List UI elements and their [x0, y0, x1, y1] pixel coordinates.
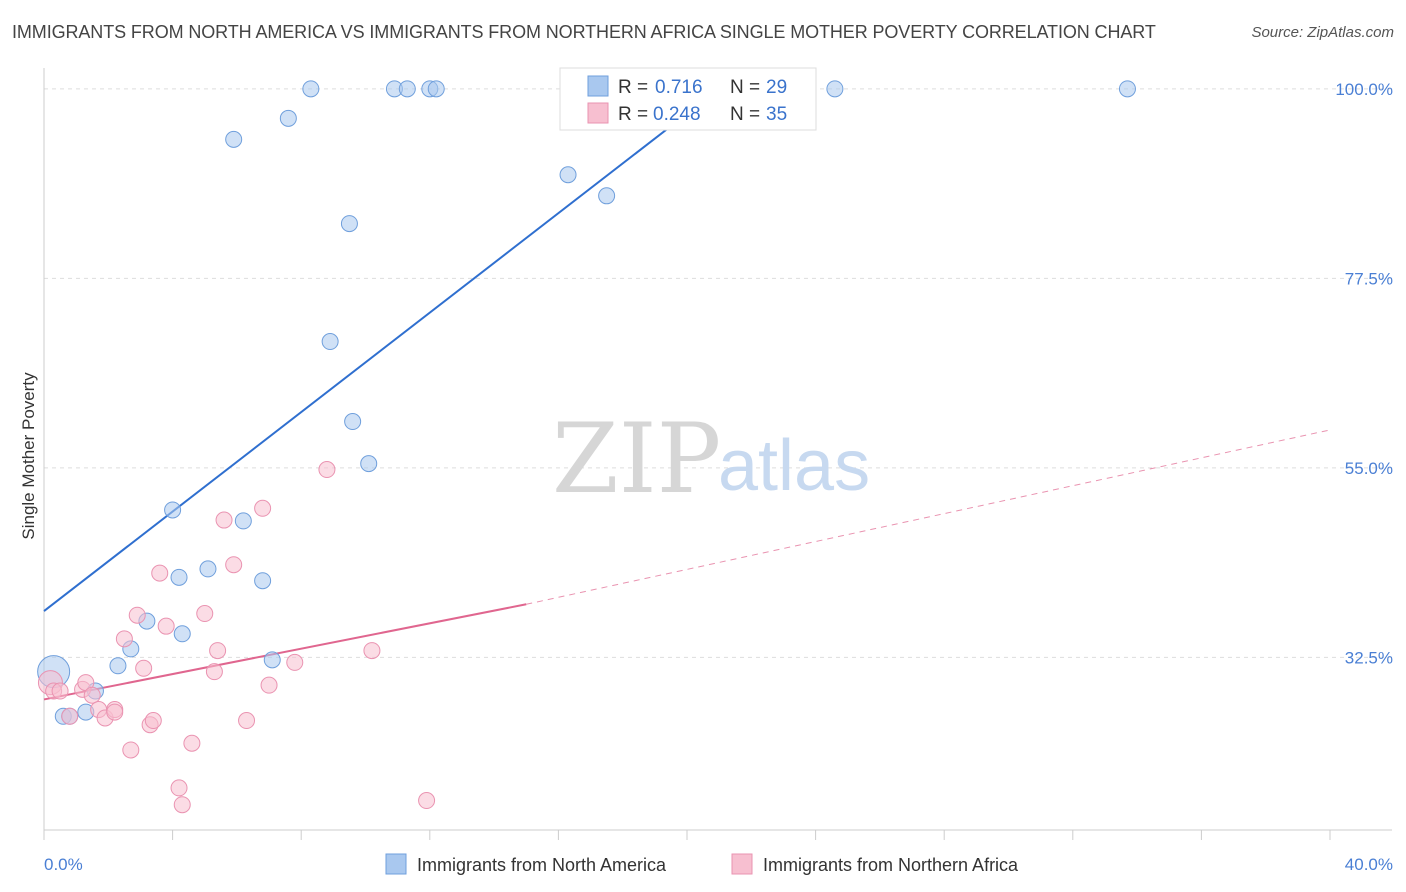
- point-north-america-29: [1118, 80, 1136, 98]
- point-northern-africa-17: [151, 564, 169, 582]
- point-northern-africa-14: [135, 659, 153, 677]
- point-northern-africa-13: [128, 606, 146, 624]
- trendline-northern-africa: [43, 603, 527, 701]
- legend-box: R = 0.716 N = 29 R = 0.248 N = 35: [559, 67, 817, 131]
- legend-n-value-2: 35: [766, 104, 787, 125]
- point-northern-africa-2: [51, 682, 69, 700]
- legend-n-label-1: N =: [730, 77, 760, 98]
- point-north-america-23: [398, 80, 416, 98]
- point-northern-africa-30: [286, 653, 304, 671]
- point-north-america-10: [173, 625, 191, 643]
- bottom-legend: Immigrants from North America Immigrants…: [385, 853, 1019, 875]
- point-northern-africa-3: [61, 707, 79, 725]
- point-northern-africa-20: [173, 796, 191, 814]
- point-northern-africa-32: [363, 642, 381, 660]
- point-north-america-21: [360, 455, 378, 473]
- bottom-legend-label-1: Immigrants from North America: [417, 855, 667, 875]
- legend-r-value-2: 0.248: [653, 104, 701, 125]
- watermark-zip: ZIP: [552, 403, 721, 515]
- legend-n-label-2: N =: [730, 104, 760, 125]
- point-north-america-13: [234, 512, 252, 530]
- point-northern-africa-23: [205, 663, 223, 681]
- point-northern-africa-28: [254, 499, 272, 517]
- point-northern-africa-21: [183, 734, 201, 752]
- legend-swatch-blue: [587, 75, 609, 97]
- point-north-america-15: [263, 651, 281, 669]
- point-northern-africa-22: [196, 605, 214, 623]
- point-north-america-9: [170, 568, 188, 586]
- point-northern-africa-18: [157, 617, 175, 635]
- point-northern-africa-10: [106, 703, 124, 721]
- point-northern-africa-12: [122, 741, 140, 759]
- point-north-america-11: [199, 560, 217, 578]
- y-tick-labels: 32.5% 55.0% 77.5% 100.0%: [1335, 80, 1393, 667]
- point-north-america-16: [279, 109, 297, 127]
- point-north-america-27: [598, 187, 616, 205]
- point-northern-africa-11: [115, 630, 133, 648]
- legend-r-label-1: R =: [618, 77, 648, 98]
- trendline-northern-africa-extension: [526, 429, 1331, 605]
- x-tick-label-0: 0.0%: [44, 855, 83, 874]
- point-north-america-17: [302, 80, 320, 98]
- legend-n-value-1: 29: [766, 77, 787, 98]
- point-northern-africa-24: [209, 642, 227, 660]
- y-tick-label-0: 32.5%: [1345, 648, 1393, 667]
- trendline-layer: [43, 88, 1331, 701]
- point-northern-africa-6: [83, 686, 101, 704]
- bottom-legend-label-2: Immigrants from Northern Africa: [763, 855, 1019, 875]
- point-north-america-5: [109, 657, 127, 675]
- point-north-america-25: [427, 80, 445, 98]
- grid-layer: [44, 88, 1392, 658]
- legend-swatch-pink: [587, 102, 609, 124]
- legend-r-label-2: R =: [618, 104, 648, 125]
- x-tick-label-1: 40.0%: [1345, 855, 1393, 874]
- point-northern-africa-33: [418, 792, 436, 810]
- point-north-america-26: [559, 166, 577, 184]
- legend-r-value-1: 0.716: [655, 77, 703, 98]
- point-north-america-12: [225, 130, 243, 148]
- point-north-america-14: [254, 572, 272, 590]
- x-tick-labels: 0.0% 40.0%: [44, 855, 1393, 874]
- point-northern-africa-25: [215, 511, 233, 529]
- axes-layer: [43, 68, 1392, 840]
- y-tick-label-3: 100.0%: [1335, 80, 1393, 99]
- bottom-legend-swatch-blue: [385, 853, 407, 875]
- point-northern-africa-29: [260, 676, 278, 694]
- point-north-america-8: [164, 501, 182, 519]
- point-northern-africa-19: [170, 779, 188, 797]
- point-northern-africa-16: [144, 712, 162, 730]
- watermark-atlas: atlas: [718, 426, 870, 506]
- point-north-america-20: [344, 413, 362, 431]
- source-credit: Source: ZipAtlas.com: [1251, 24, 1394, 41]
- point-north-america-18: [321, 333, 339, 351]
- y-axis-label: Single Mother Poverty: [19, 372, 38, 540]
- point-northern-africa-31: [318, 461, 336, 479]
- y-tick-label-1: 55.0%: [1345, 459, 1393, 478]
- point-northern-africa-27: [238, 712, 256, 730]
- y-tick-label-2: 77.5%: [1345, 269, 1393, 288]
- trendline-north-america: [43, 88, 720, 612]
- points-layer: [37, 80, 1136, 814]
- watermark: ZIP atlas: [552, 403, 870, 515]
- point-northern-africa-26: [225, 556, 243, 574]
- point-north-america-19: [340, 215, 358, 233]
- bottom-legend-swatch-pink: [731, 853, 753, 875]
- chart-title: IMMIGRANTS FROM NORTH AMERICA VS IMMIGRA…: [12, 22, 1156, 42]
- point-north-america-28: [826, 80, 844, 98]
